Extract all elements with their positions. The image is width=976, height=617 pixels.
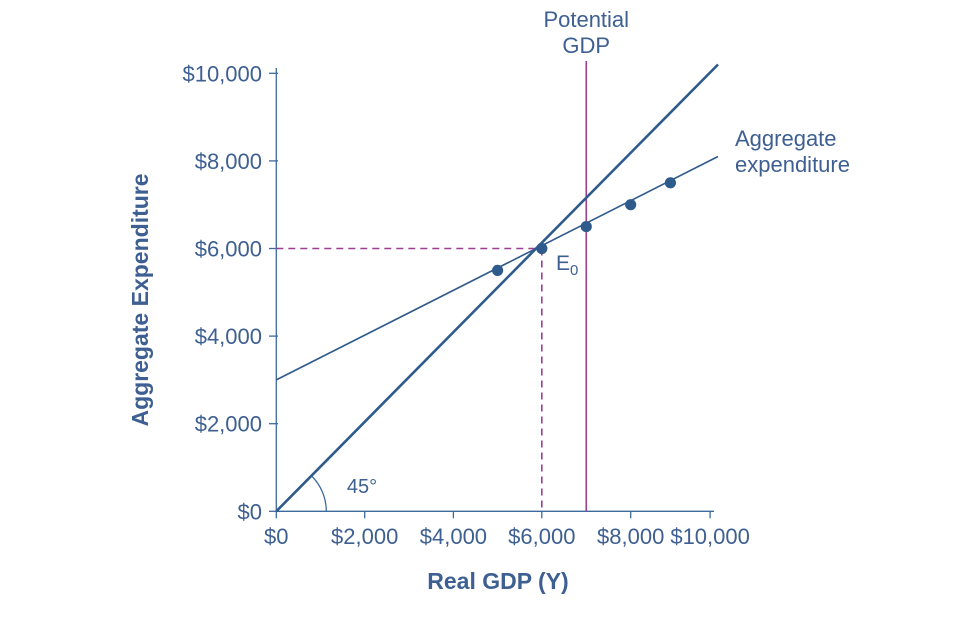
svg-text:Real GDP (Y): Real GDP (Y) — [427, 568, 568, 594]
svg-text:expenditure: expenditure — [735, 152, 850, 177]
svg-text:$8,000: $8,000 — [195, 149, 262, 174]
svg-text:$0: $0 — [238, 499, 262, 524]
svg-text:$6,000: $6,000 — [508, 524, 575, 549]
svg-text:$10,000: $10,000 — [182, 61, 262, 86]
svg-text:Aggregate: Aggregate — [735, 126, 837, 151]
svg-text:$4,000: $4,000 — [420, 524, 487, 549]
svg-text:Potential: Potential — [543, 7, 629, 32]
svg-text:$6,000: $6,000 — [195, 237, 262, 262]
svg-text:$4,000: $4,000 — [195, 324, 262, 349]
svg-text:$10,000: $10,000 — [670, 524, 750, 549]
svg-text:E0: E0 — [556, 252, 578, 279]
svg-text:$2,000: $2,000 — [195, 412, 262, 437]
svg-text:Aggregate Expenditure: Aggregate Expenditure — [127, 173, 153, 426]
svg-text:$8,000: $8,000 — [597, 524, 664, 549]
svg-text:$0: $0 — [264, 524, 288, 549]
svg-text:GDP: GDP — [562, 33, 610, 58]
svg-text:45°: 45° — [347, 476, 377, 498]
svg-text:$2,000: $2,000 — [331, 524, 398, 549]
